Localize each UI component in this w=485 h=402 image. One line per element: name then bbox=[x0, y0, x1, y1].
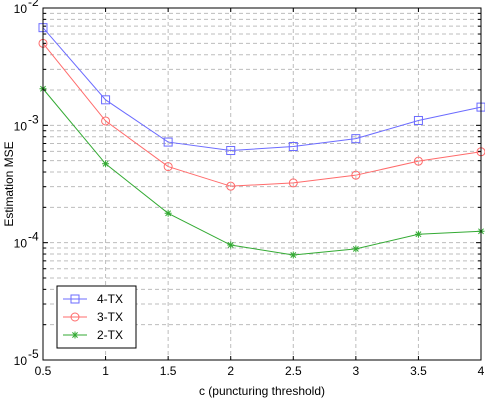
legend-marker-2-tx bbox=[71, 331, 79, 339]
legend: 4-TX 3-TX 2-TX bbox=[56, 285, 137, 349]
data-point-3-tx bbox=[413, 156, 423, 166]
legend-label-2-tx: 2-TX bbox=[97, 328, 123, 342]
x-axis-ticks: 0.5 1 1.5 2 2.5 3 3.5 4 bbox=[35, 8, 485, 378]
x-tick-label: 1 bbox=[102, 364, 109, 378]
data-point-3-tx bbox=[288, 178, 298, 188]
y-axis-label: Estimation MSE bbox=[2, 141, 16, 226]
data-point-3-tx bbox=[163, 162, 173, 172]
y-tick-label: 10 bbox=[14, 354, 28, 368]
data-point-4-tx bbox=[226, 146, 236, 156]
x-tick-label: 0.5 bbox=[35, 364, 52, 378]
grid bbox=[42, 8, 482, 361]
data-point-3-tx bbox=[226, 181, 236, 191]
data-point-4-tx bbox=[413, 115, 423, 125]
data-point-3-tx bbox=[101, 116, 111, 126]
data-point-4-tx bbox=[163, 137, 173, 147]
legend-label-4-tx: 4-TX bbox=[97, 292, 123, 306]
legend-marker-4-tx bbox=[70, 294, 80, 304]
plot-frame bbox=[42, 7, 482, 361]
series-line-3-tx bbox=[42, 43, 482, 187]
x-tick-label: 3 bbox=[353, 364, 360, 378]
data-point-2-tx bbox=[414, 230, 422, 238]
y-tick-label: 10 bbox=[14, 2, 28, 16]
data-point-2-tx bbox=[227, 241, 235, 249]
y-tick-label-exponent: -5 bbox=[28, 347, 39, 361]
x-tick-label: 2 bbox=[227, 364, 234, 378]
data-point-2-tx bbox=[102, 160, 110, 168]
y-tick-label: 10 bbox=[14, 237, 28, 251]
data-point-3-tx bbox=[351, 170, 361, 180]
y-axis-ticks: 10-510-410-310-2 bbox=[14, 0, 481, 368]
x-axis-label: c (puncturing threshold) bbox=[199, 384, 325, 398]
x-tick-label: 1.5 bbox=[160, 364, 177, 378]
data-point-2-tx bbox=[352, 245, 360, 253]
x-tick-label: 2.5 bbox=[285, 364, 302, 378]
data-point-4-tx bbox=[288, 142, 298, 152]
y-tick-label-exponent: -4 bbox=[28, 230, 39, 244]
x-tick-label: 4 bbox=[478, 364, 485, 378]
data-point-4-tx bbox=[351, 134, 361, 144]
data-point-2-tx bbox=[289, 251, 297, 259]
x-tick-label: 3.5 bbox=[410, 364, 427, 378]
y-tick-label: 10 bbox=[14, 119, 28, 133]
series-4-tx bbox=[38, 23, 485, 156]
series-line-4-tx bbox=[42, 27, 482, 152]
data-point-2-tx bbox=[164, 209, 172, 217]
y-tick-label-exponent: -3 bbox=[28, 112, 39, 126]
legend-label-3-tx: 3-TX bbox=[97, 310, 123, 324]
series-line-2-tx bbox=[42, 88, 482, 256]
data-point-4-tx bbox=[101, 95, 111, 105]
y-tick-label-exponent: -2 bbox=[28, 0, 39, 9]
legend-marker-3-tx bbox=[70, 312, 80, 322]
